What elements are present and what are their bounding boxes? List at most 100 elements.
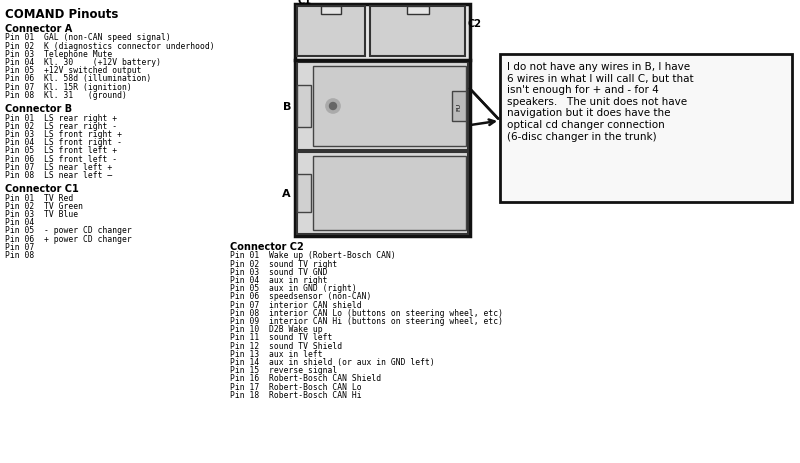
Bar [331,34,339,42]
Bar [363,186,376,204]
Bar [500,55,792,202]
Bar [443,103,456,125]
Text: B: B [282,102,291,112]
Bar [403,73,416,95]
Text: Connector C2: Connector C2 [230,242,304,251]
Text: Pin 07: Pin 07 [5,242,34,251]
Text: C2: C2 [467,19,481,29]
Text: Pin 09  interior CAN Hi (buttons on steering wheel, etc): Pin 09 interior CAN Hi (buttons on steer… [230,316,503,325]
Text: Pin 05  - power CD changer: Pin 05 - power CD changer [5,226,132,235]
Bar [393,34,400,41]
Bar [403,17,410,24]
Text: Pin 10  D2B Wake up: Pin 10 D2B Wake up [230,325,322,333]
Bar [423,34,430,41]
Text: Pin 03  Telephone Mute: Pin 03 Telephone Mute [5,50,112,59]
Bar [313,67,466,147]
Text: FU: FU [457,103,462,111]
Bar [323,186,336,204]
Bar [297,175,311,213]
Text: Pin 04  LS front right -: Pin 04 LS front right - [5,138,122,147]
Bar [383,34,390,41]
Bar [453,34,460,41]
Bar [316,34,324,42]
Text: COMAND Pinouts: COMAND Pinouts [5,8,118,21]
Bar [403,103,416,125]
Circle shape [326,100,340,114]
Text: Pin 11  sound TV left: Pin 11 sound TV left [230,333,332,342]
Text: Connector A: Connector A [5,24,72,34]
Circle shape [330,103,337,110]
Text: A: A [282,188,291,199]
Text: Pin 08  Kl. 31   (ground): Pin 08 Kl. 31 (ground) [5,91,127,100]
Bar [413,17,420,24]
Bar [443,34,450,41]
Text: Pin 18  Robert-Bosch CAN Hi: Pin 18 Robert-Bosch CAN Hi [230,390,362,399]
Bar [313,156,466,231]
Text: Pin 02  sound TV right: Pin 02 sound TV right [230,259,338,268]
Bar [393,17,400,24]
Bar [403,186,416,204]
Bar [295,5,470,237]
Bar [406,7,429,15]
Bar [433,17,440,24]
Text: Pin 04  aux in right: Pin 04 aux in right [230,275,327,284]
Bar [370,7,465,57]
Bar [443,17,450,24]
Bar [297,63,468,150]
Bar [331,17,339,25]
Text: Pin 12  sound TV Shield: Pin 12 sound TV Shield [230,341,342,350]
Text: Pin 04: Pin 04 [5,218,34,227]
Text: Pin 06  + power CD changer: Pin 06 + power CD changer [5,234,132,243]
Bar [297,153,468,234]
Bar [373,17,380,24]
Bar [346,17,354,25]
Text: Pin 05  LS front left +: Pin 05 LS front left + [5,146,117,155]
Text: Connector B: Connector B [5,104,72,114]
Text: Pin 05  +12V switched output: Pin 05 +12V switched output [5,66,142,75]
Text: Pin 14  aux in shield (or aux in GND left): Pin 14 aux in shield (or aux in GND left… [230,357,434,366]
Text: Pin 03  sound TV GND: Pin 03 sound TV GND [230,267,327,276]
Bar [433,34,440,41]
Bar [323,162,336,180]
Bar [453,17,460,24]
Text: Pin 01  GAL (non-CAN speed signal): Pin 01 GAL (non-CAN speed signal) [5,33,170,43]
Bar [301,34,309,42]
Text: Pin 07  interior CAN shield: Pin 07 interior CAN shield [230,300,362,309]
Text: Pin 02  K (diagnostics connector underhood): Pin 02 K (diagnostics connector underhoo… [5,42,214,50]
Bar [321,7,341,15]
Text: Pin 07  Kl. 15R (ignition): Pin 07 Kl. 15R (ignition) [5,82,132,92]
Bar [443,73,456,95]
Bar [452,92,466,122]
Bar [403,34,410,41]
Bar [443,186,456,204]
Bar [346,34,354,42]
Bar [423,17,430,24]
Text: Pin 08: Pin 08 [5,250,34,260]
Bar [323,103,336,125]
Text: Pin 06  Kl. 58d (illumination): Pin 06 Kl. 58d (illumination) [5,75,151,83]
Text: Pin 06  LS front left -: Pin 06 LS front left - [5,154,117,163]
Text: Pin 03  TV Blue: Pin 03 TV Blue [5,210,78,219]
Bar [413,34,420,41]
Text: Pin 08  interior CAN Lo (buttons on steering wheel, etc): Pin 08 interior CAN Lo (buttons on steer… [230,308,503,317]
Text: C1: C1 [298,0,312,6]
Text: Pin 06  speedsensor (non-CAN): Pin 06 speedsensor (non-CAN) [230,292,371,301]
Text: Pin 01  LS rear right +: Pin 01 LS rear right + [5,113,117,122]
Bar [363,73,376,95]
Text: Pin 02  TV Green: Pin 02 TV Green [5,201,83,211]
Bar [403,162,416,180]
Text: Pin 02  LS rear right -: Pin 02 LS rear right - [5,121,117,131]
Text: Pin 01  Wake up (Robert-Bosch CAN): Pin 01 Wake up (Robert-Bosch CAN) [230,251,396,260]
Bar [297,86,311,128]
Text: Pin 15  reverse signal: Pin 15 reverse signal [230,365,338,375]
Text: Pin 03  LS front right +: Pin 03 LS front right + [5,130,122,139]
Text: Pin 17  Robert-Bosch CAN Lo: Pin 17 Robert-Bosch CAN Lo [230,382,362,391]
Text: Pin 13  aux in left: Pin 13 aux in left [230,349,322,358]
Text: Pin 04  Kl. 30    (+12V battery): Pin 04 Kl. 30 (+12V battery) [5,58,161,67]
Text: Pin 01  TV Red: Pin 01 TV Red [5,193,74,202]
Bar [443,162,456,180]
Bar [383,17,390,24]
Bar [297,7,365,57]
Bar [363,103,376,125]
Bar [323,73,336,95]
